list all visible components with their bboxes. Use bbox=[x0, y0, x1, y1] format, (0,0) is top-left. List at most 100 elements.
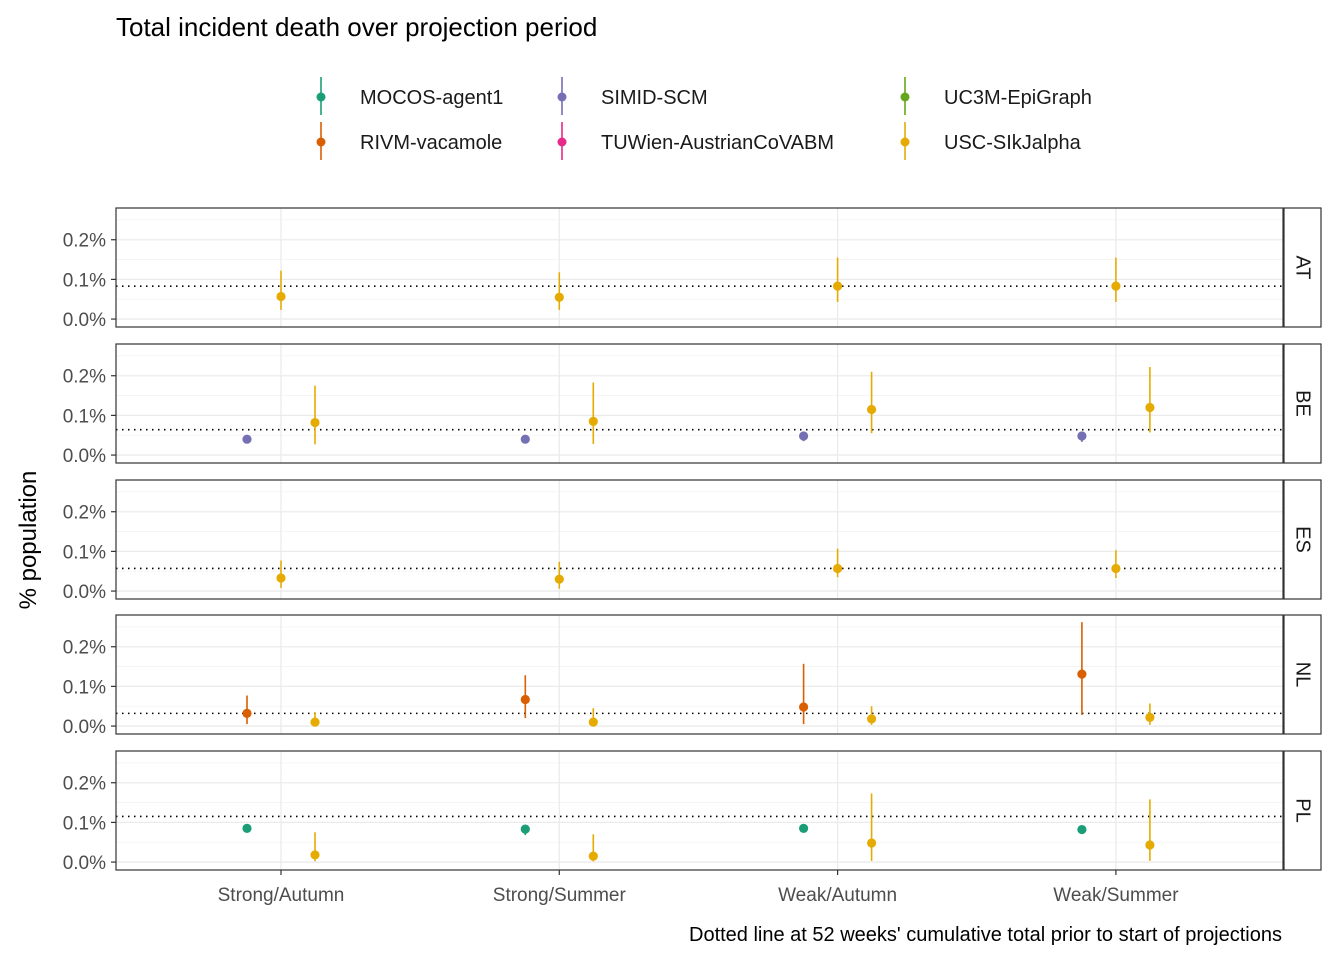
data-point bbox=[1077, 431, 1087, 441]
facet-strip bbox=[1283, 343, 1322, 464]
data-point bbox=[799, 702, 809, 712]
data-point bbox=[520, 694, 530, 705]
y-tick-label: 0.0% bbox=[63, 582, 106, 603]
y-tick-label: 0.1% bbox=[63, 542, 106, 563]
data-point bbox=[310, 717, 320, 727]
y-tick-label: 0.0% bbox=[63, 717, 106, 738]
y-tick-label: 0.2% bbox=[63, 503, 106, 524]
panel-border bbox=[115, 479, 1284, 600]
panel-background bbox=[116, 344, 1283, 463]
data-point bbox=[833, 281, 843, 291]
panel-background bbox=[116, 480, 1283, 599]
legend-key bbox=[557, 77, 567, 115]
facet-label: ES bbox=[1292, 526, 1314, 553]
facet-strip bbox=[1283, 479, 1322, 600]
facet-label: BE bbox=[1292, 390, 1314, 417]
x-axis: Strong/Autumn Strong/Summer Weak/Autumn Wea… bbox=[218, 870, 1179, 906]
x-tick-label: Strong/Autumn bbox=[218, 885, 345, 906]
legend-key-marker bbox=[557, 137, 567, 147]
data-point bbox=[554, 292, 564, 302]
data-point bbox=[520, 434, 530, 444]
panel-border bbox=[115, 614, 1284, 735]
panel-at: 0.0% 0.1% 0.2% AT bbox=[63, 207, 1322, 331]
y-tick-label: 0.2% bbox=[63, 638, 106, 659]
data-point bbox=[310, 417, 320, 428]
panel-pl: 0.0% 0.1% 0.2% PL bbox=[63, 750, 1322, 874]
data-point bbox=[554, 574, 564, 584]
y-tick-label: 0.1% bbox=[63, 406, 106, 427]
panel-background bbox=[116, 751, 1283, 870]
data-point bbox=[588, 851, 598, 861]
data-point bbox=[242, 708, 252, 718]
y-tick-label: 0.0% bbox=[63, 446, 106, 467]
legend-key bbox=[316, 77, 326, 115]
data-point bbox=[799, 431, 809, 441]
data-point bbox=[867, 714, 877, 724]
data-point bbox=[1145, 402, 1155, 413]
facet-strip bbox=[1283, 207, 1322, 328]
data-point bbox=[588, 416, 598, 426]
panel-border bbox=[115, 207, 1284, 328]
legend-key-marker bbox=[316, 92, 326, 102]
y-tick-label: 0.2% bbox=[63, 367, 106, 388]
y-tick-label: 0.0% bbox=[63, 853, 106, 874]
data-point bbox=[1077, 669, 1087, 679]
y-tick-label: 0.1% bbox=[63, 677, 106, 698]
data-point bbox=[276, 573, 286, 583]
panels: 0.0% 0.1% 0.2% AT 0.0% 0.1% 0.2% BE 0.0% 0.1% 0.2%… bbox=[63, 207, 1322, 874]
y-tick-label: 0.1% bbox=[63, 813, 106, 834]
legend-key bbox=[900, 77, 910, 115]
legend-label: MOCOS-agent1 bbox=[360, 87, 503, 109]
data-point bbox=[520, 824, 530, 834]
facet-label: NL bbox=[1292, 662, 1314, 688]
legend-label: USC-SIkJalpha bbox=[944, 132, 1082, 154]
y-tick-label: 0.0% bbox=[63, 310, 106, 331]
data-point bbox=[242, 434, 252, 444]
data-point bbox=[310, 850, 320, 860]
chart-title: Total incident death over projection per… bbox=[116, 12, 597, 42]
legend-key-marker bbox=[900, 137, 910, 147]
y-tick-label: 0.2% bbox=[63, 231, 106, 252]
caption: Dotted line at 52 weeks' cumulative tota… bbox=[689, 924, 1282, 946]
legend-label: SIMID-SCM bbox=[601, 87, 708, 109]
legend-key bbox=[316, 122, 326, 160]
legend-label: UC3M-EpiGraph bbox=[944, 87, 1092, 109]
y-axis-label: % population bbox=[15, 471, 42, 610]
data-point bbox=[1111, 563, 1121, 574]
x-tick-label: Weak/Autumn bbox=[778, 885, 897, 906]
legend-key-marker bbox=[557, 92, 567, 102]
facet-strip bbox=[1283, 750, 1322, 871]
y-tick-label: 0.1% bbox=[63, 270, 106, 291]
data-point bbox=[799, 823, 809, 833]
panel-nl: 0.0% 0.1% 0.2% NL bbox=[63, 614, 1322, 738]
data-point bbox=[833, 563, 843, 574]
panel-border bbox=[115, 343, 1284, 464]
panel-border bbox=[115, 750, 1284, 871]
facet-strip bbox=[1283, 614, 1322, 735]
data-point bbox=[867, 838, 877, 848]
panel-be: 0.0% 0.1% 0.2% BE bbox=[63, 343, 1322, 467]
legend-key bbox=[900, 122, 910, 160]
legend-label: RIVM-vacamole bbox=[360, 132, 502, 154]
legend: MOCOS-agent1 SIMID-SCM UC3M-EpiGraph RIVM-v… bbox=[316, 77, 1092, 160]
legend-label: TUWien-AustrianCoVABM bbox=[601, 132, 834, 154]
x-tick-label: Strong/Summer bbox=[493, 885, 627, 906]
legend-key-marker bbox=[316, 137, 326, 147]
data-point bbox=[1145, 712, 1155, 722]
data-point bbox=[242, 823, 252, 833]
x-tick-label: Weak/Summer bbox=[1053, 885, 1179, 906]
data-point bbox=[1077, 824, 1087, 835]
data-point bbox=[588, 717, 598, 727]
y-tick-label: 0.2% bbox=[63, 774, 106, 795]
data-point bbox=[1145, 840, 1155, 850]
facet-label: PL bbox=[1292, 798, 1314, 822]
data-point bbox=[276, 291, 286, 302]
data-point bbox=[867, 404, 877, 415]
legend-key bbox=[557, 122, 567, 160]
panel-es: 0.0% 0.1% 0.2% ES bbox=[63, 479, 1322, 603]
data-point bbox=[1111, 281, 1121, 291]
panel-background bbox=[116, 208, 1283, 327]
legend-key-marker bbox=[900, 92, 910, 102]
panel-background bbox=[116, 615, 1283, 734]
